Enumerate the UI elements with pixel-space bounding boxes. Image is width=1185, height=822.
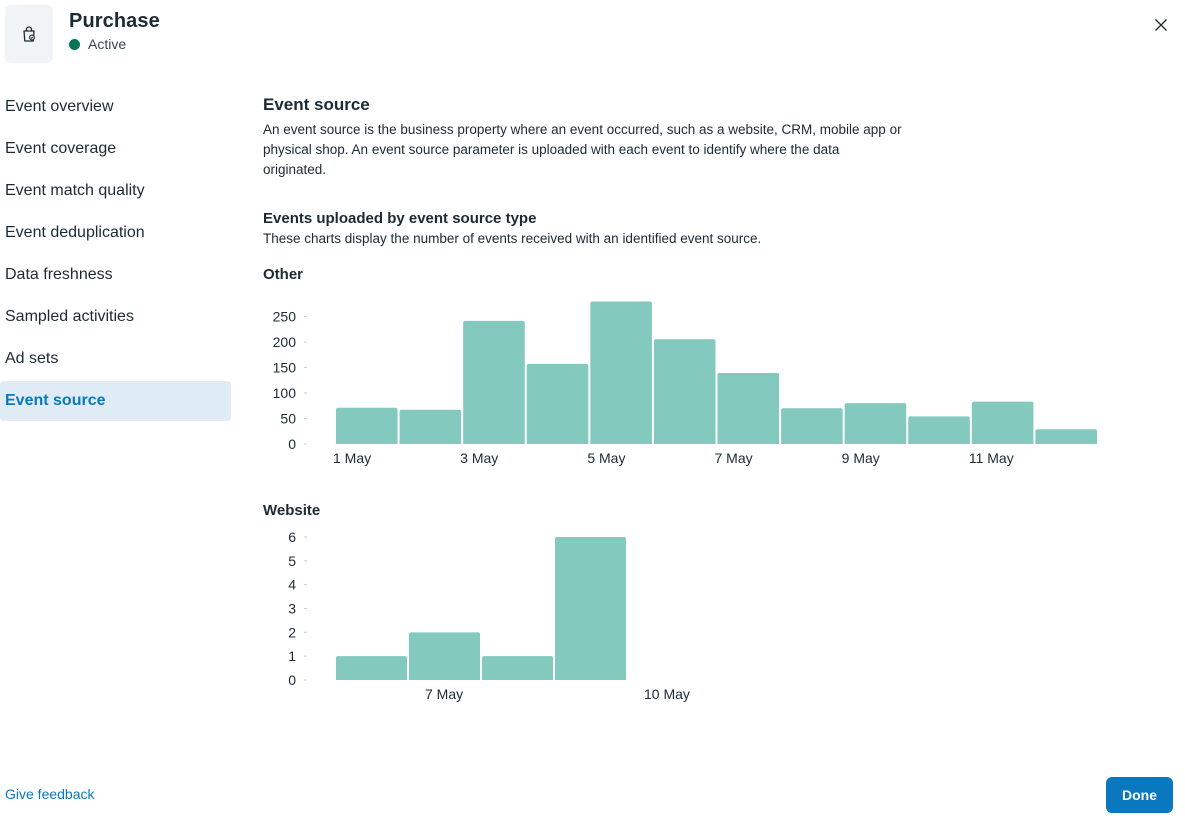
- y-tick-label: 250: [273, 308, 297, 324]
- y-tick-label: 0: [288, 436, 296, 452]
- x-tick-label: 1 May: [333, 450, 371, 466]
- y-tick-label: 1: [288, 648, 296, 664]
- bar: 9 May: 80: [844, 403, 907, 444]
- bar: 4 May: 157: [526, 363, 589, 444]
- sidebar-item-sampled-activities[interactable]: Sampled activities: [0, 297, 231, 337]
- sidebar-item-event-match-quality[interactable]: Event match quality: [0, 171, 231, 211]
- sidebar-item-label: Event overview: [5, 98, 114, 115]
- bar: 10 May: 54: [908, 416, 970, 444]
- bar: 2 May: 67: [399, 409, 462, 444]
- y-tick-label: 200: [273, 334, 297, 350]
- x-tick-label: 11 May: [969, 450, 1014, 466]
- sidebar-item-data-freshness[interactable]: Data freshness: [0, 255, 231, 295]
- x-tick-label: 7 May: [425, 686, 463, 702]
- status-dot-icon: [69, 38, 80, 50]
- chart-title-website: Website: [263, 502, 321, 519]
- status-indicator: Active: [69, 36, 160, 52]
- status-label: Active: [88, 36, 127, 52]
- section-title: Event source: [263, 95, 370, 114]
- bar: 8 May: 1: [482, 656, 553, 680]
- y-tick-label: 150: [273, 359, 297, 375]
- shopping-bag-icon: [5, 5, 53, 63]
- bar: 9 May: 6: [555, 537, 626, 680]
- sidebar-item-event-coverage[interactable]: Event coverage: [0, 129, 231, 169]
- sidebar-item-event-source[interactable]: Event source: [0, 381, 231, 421]
- sidebar-item-event-overview[interactable]: Event overview: [0, 87, 231, 127]
- sidebar-item-label: Event match quality: [5, 182, 145, 199]
- y-tick-label: 5: [288, 553, 296, 569]
- close-icon: [1155, 19, 1167, 31]
- bar: 5 May: 279: [590, 301, 652, 444]
- bar: 8 May: 70: [781, 408, 843, 444]
- chart-section-title: Events uploaded by event source type: [263, 210, 537, 227]
- chart-title-other: Other: [263, 266, 304, 283]
- sidebar-item-ad-sets[interactable]: Ad sets: [0, 339, 231, 379]
- x-tick-label: 3 May: [460, 450, 498, 466]
- sidebar-nav: Event overview Event coverage Event matc…: [0, 87, 231, 423]
- x-tick-label: 10 May: [644, 686, 690, 702]
- event-header: Purchase Active: [5, 5, 160, 63]
- y-tick-label: 6: [288, 529, 296, 545]
- sidebar-item-label: Event deduplication: [5, 224, 145, 241]
- close-button[interactable]: [1151, 15, 1171, 35]
- bar: 7 May: 139: [717, 373, 780, 444]
- bar: 1 May: 71: [336, 407, 398, 444]
- y-tick-label: 2: [288, 624, 296, 640]
- page-title: Purchase: [69, 10, 160, 32]
- y-tick-label: 3: [288, 601, 296, 617]
- x-tick-label: 9 May: [842, 450, 880, 466]
- bar: 3 May: 241: [463, 320, 525, 444]
- sidebar-item-label: Ad sets: [5, 350, 59, 367]
- sidebar-item-event-deduplication[interactable]: Event deduplication: [0, 213, 231, 253]
- bar: 6 May: 205: [653, 339, 716, 444]
- sidebar-item-label: Sampled activities: [5, 308, 134, 325]
- y-tick-label: 50: [280, 410, 296, 426]
- y-tick-label: 0: [288, 672, 296, 688]
- main-content: Event source An event source is the busi…: [263, 95, 1163, 246]
- sidebar-item-label: Event source: [5, 392, 106, 409]
- bar: 11 May: 83: [971, 401, 1034, 444]
- sidebar-item-label: Event coverage: [5, 140, 117, 157]
- done-button[interactable]: Done: [1106, 777, 1173, 813]
- x-tick-label: 7 May: [715, 450, 753, 466]
- give-feedback-link[interactable]: Give feedback: [5, 786, 95, 802]
- chart-section-description: These charts display the number of event…: [263, 231, 762, 246]
- y-tick-label: 4: [288, 577, 296, 593]
- section-description: An event source is the business property…: [263, 122, 902, 177]
- sidebar-item-label: Data freshness: [5, 266, 113, 283]
- y-tick-label: 100: [273, 385, 297, 401]
- bar: 12 May: 29: [1035, 429, 1097, 444]
- x-tick-label: 5 May: [587, 450, 625, 466]
- bar: 7 May: 2: [409, 632, 480, 680]
- bar: 6 May: 1: [336, 656, 407, 680]
